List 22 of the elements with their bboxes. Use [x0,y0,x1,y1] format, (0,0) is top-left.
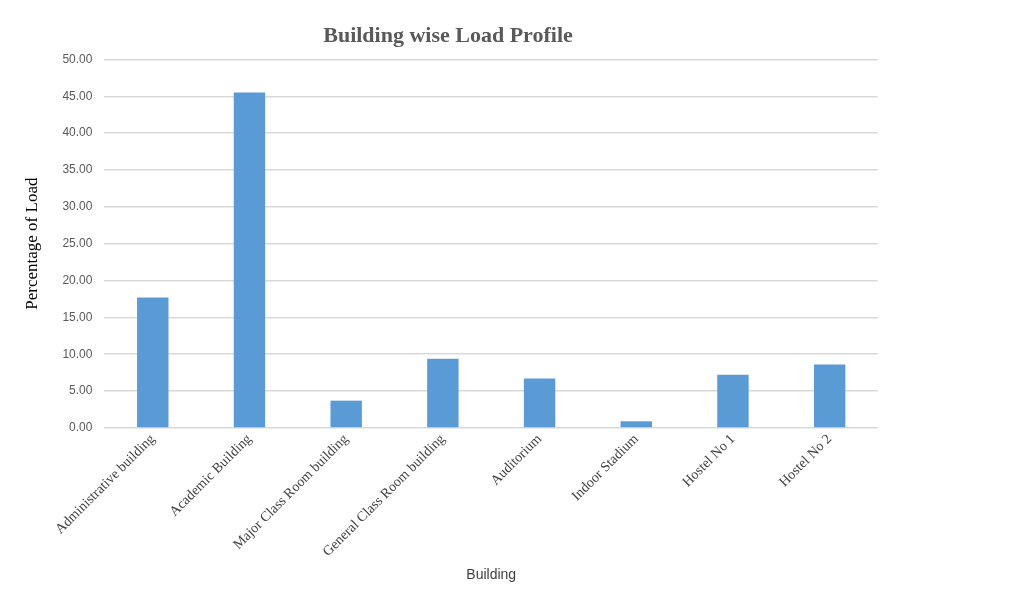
y-tick-label: 10.00 [62,346,93,361]
chart-title: Building wise Load Profile [323,21,574,47]
y-tick-label: 50.00 [62,51,93,66]
y-tick-label: 45.00 [62,88,93,103]
y-tick-label: 25.00 [62,235,93,250]
y-tick-label: 40.00 [62,125,93,140]
y-tick-label: 0.00 [69,420,93,435]
y-tick-label: 15.00 [62,309,93,324]
bar [717,374,749,428]
y-tick-label: 5.00 [69,383,93,398]
y-tick-label: 35.00 [62,162,93,177]
y-axis-title: Percentage of Load [21,177,41,310]
bar [523,378,556,428]
bar [427,358,459,428]
bar [233,92,266,428]
x-axis-title: Building [466,566,517,583]
bar [330,400,362,428]
bar [813,364,846,428]
bar [620,421,652,428]
y-tick-label: 30.00 [62,199,93,214]
y-tick-label: 20.00 [62,272,93,287]
bar [137,297,169,428]
